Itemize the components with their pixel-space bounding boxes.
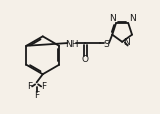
Text: F: F [34,91,39,100]
Text: S: S [103,39,109,48]
Text: N: N [109,14,115,23]
Text: NH: NH [65,39,79,48]
Text: N: N [129,14,136,23]
Text: F: F [27,82,32,91]
Text: O: O [82,55,89,64]
Text: F: F [41,82,46,91]
Text: N: N [124,38,130,47]
